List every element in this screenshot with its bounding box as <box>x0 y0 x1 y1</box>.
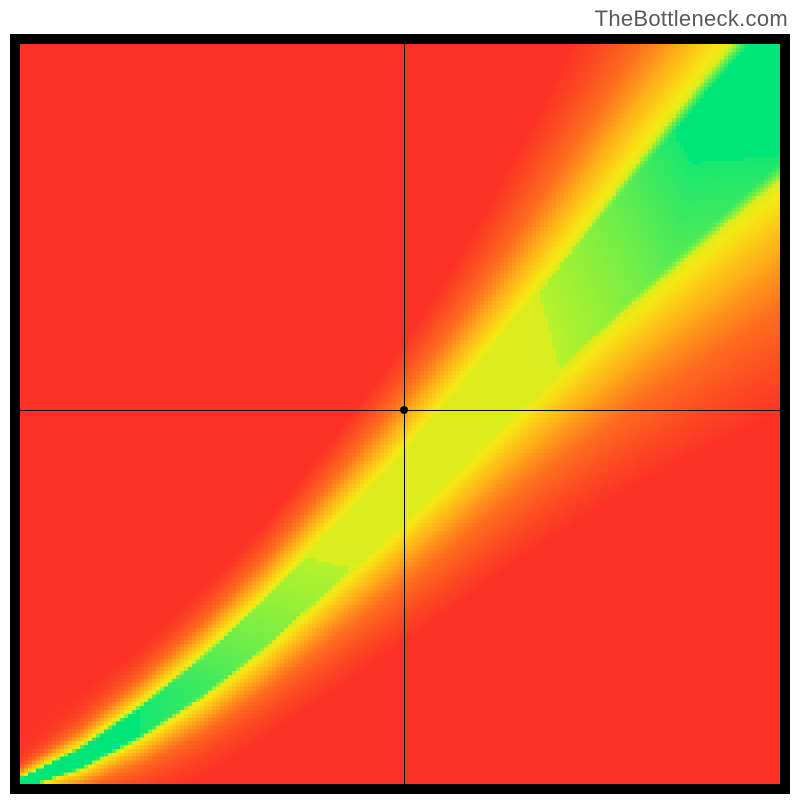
chart-container: TheBottleneck.com <box>0 0 800 800</box>
heatmap-canvas <box>20 44 780 784</box>
crosshair-marker-dot <box>400 406 408 414</box>
watermark-text: TheBottleneck.com <box>595 6 788 32</box>
plot-frame <box>10 34 790 794</box>
plot-inner <box>20 44 780 784</box>
